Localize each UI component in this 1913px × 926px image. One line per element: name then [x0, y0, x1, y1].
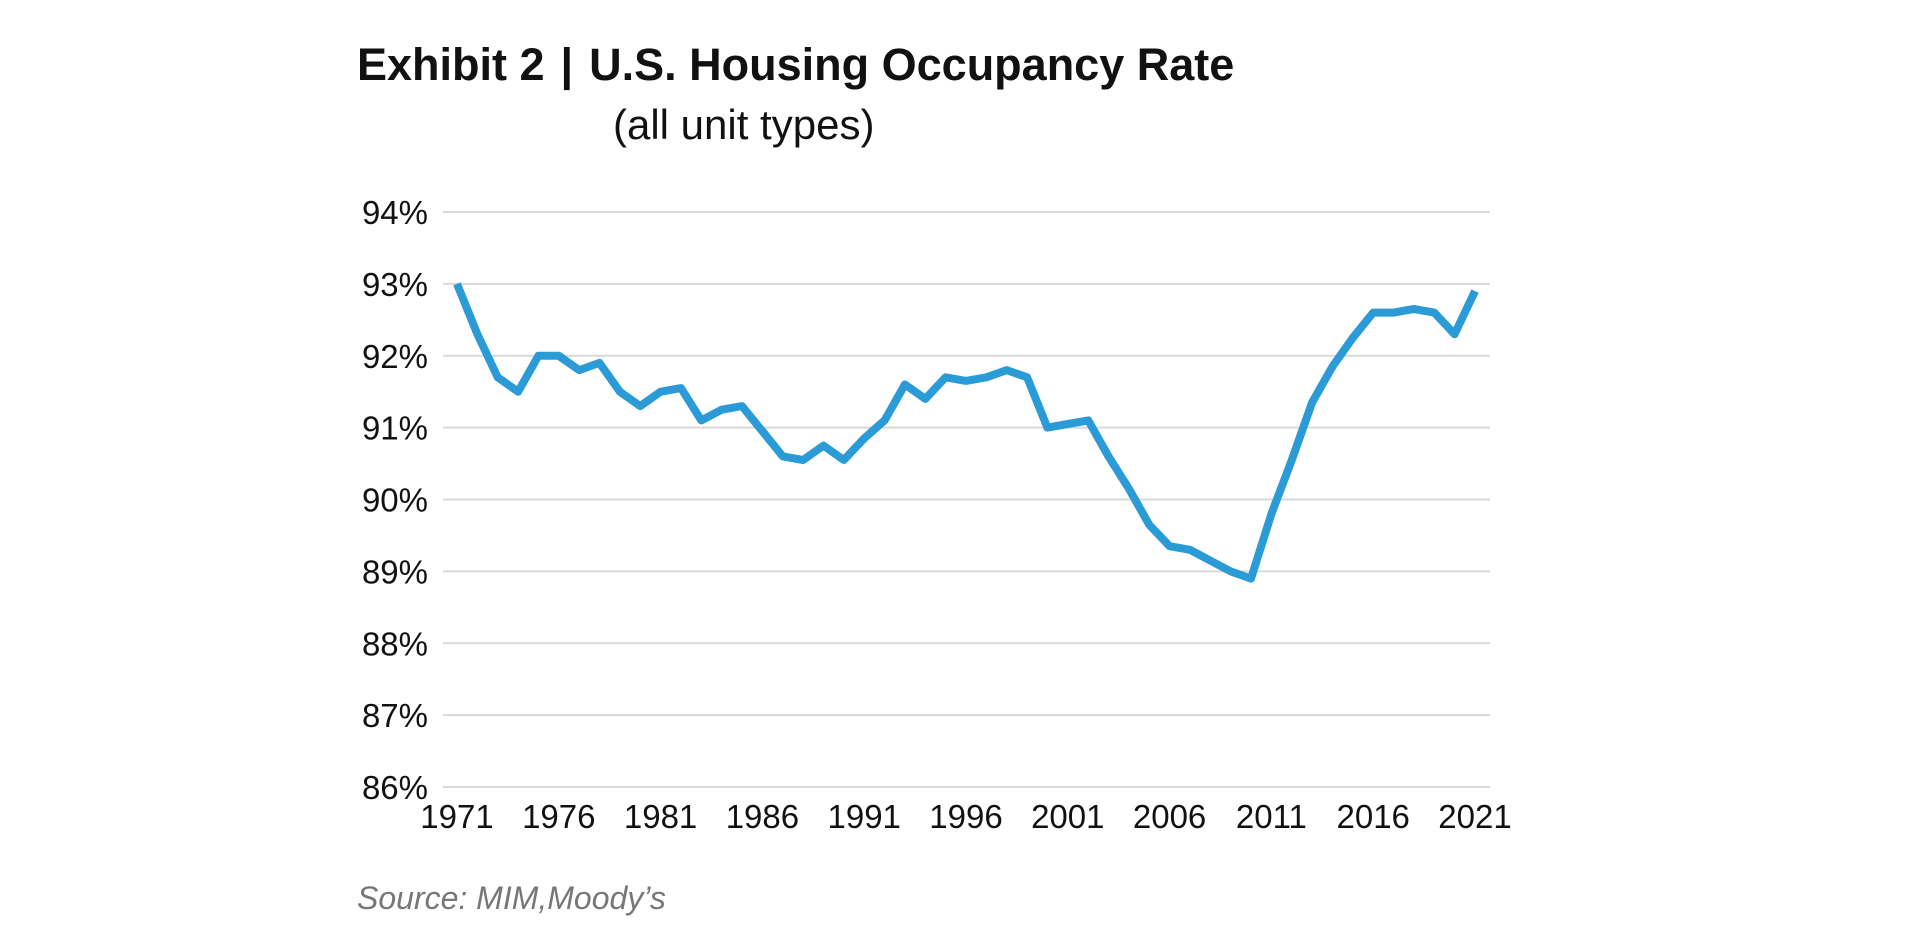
- y-tick-label: 86%: [362, 769, 428, 806]
- x-tick-label: 1971: [420, 798, 493, 835]
- y-tick-label: 91%: [362, 410, 428, 447]
- y-tick-label: 88%: [362, 625, 428, 662]
- x-tick-label: 1981: [624, 798, 697, 835]
- y-tick-label: 94%: [362, 194, 428, 231]
- chart-subtitle: (all unit types): [613, 101, 875, 148]
- x-tick-label: 1991: [827, 798, 900, 835]
- x-tick-label: 2006: [1133, 798, 1206, 835]
- y-tick-label: 89%: [362, 553, 428, 590]
- title-text: U.S. Housing Occupancy Rate: [589, 39, 1235, 90]
- x-tick-label: 2021: [1438, 798, 1511, 835]
- x-tick-label: 2001: [1031, 798, 1104, 835]
- exhibit-label: Exhibit 2: [357, 39, 545, 90]
- y-tick-label: 90%: [362, 482, 428, 519]
- x-tick-label: 1986: [726, 798, 799, 835]
- x-tick-label: 2011: [1236, 798, 1307, 835]
- source-note: Source: MIM,Moody’s: [357, 880, 666, 916]
- y-tick-label: 92%: [362, 338, 428, 375]
- title-separator: |: [560, 39, 574, 90]
- x-tick-label: 2016: [1336, 798, 1409, 835]
- chart-title: Exhibit 2 | U.S. Housing Occupancy Rate: [357, 36, 1234, 94]
- x-tick-label: 1976: [522, 798, 595, 835]
- y-tick-label: 87%: [362, 697, 428, 734]
- occupancy-rate-line: [453, 282, 1479, 583]
- x-tick-label: 1996: [929, 798, 1002, 835]
- y-tick-label: 93%: [362, 266, 428, 303]
